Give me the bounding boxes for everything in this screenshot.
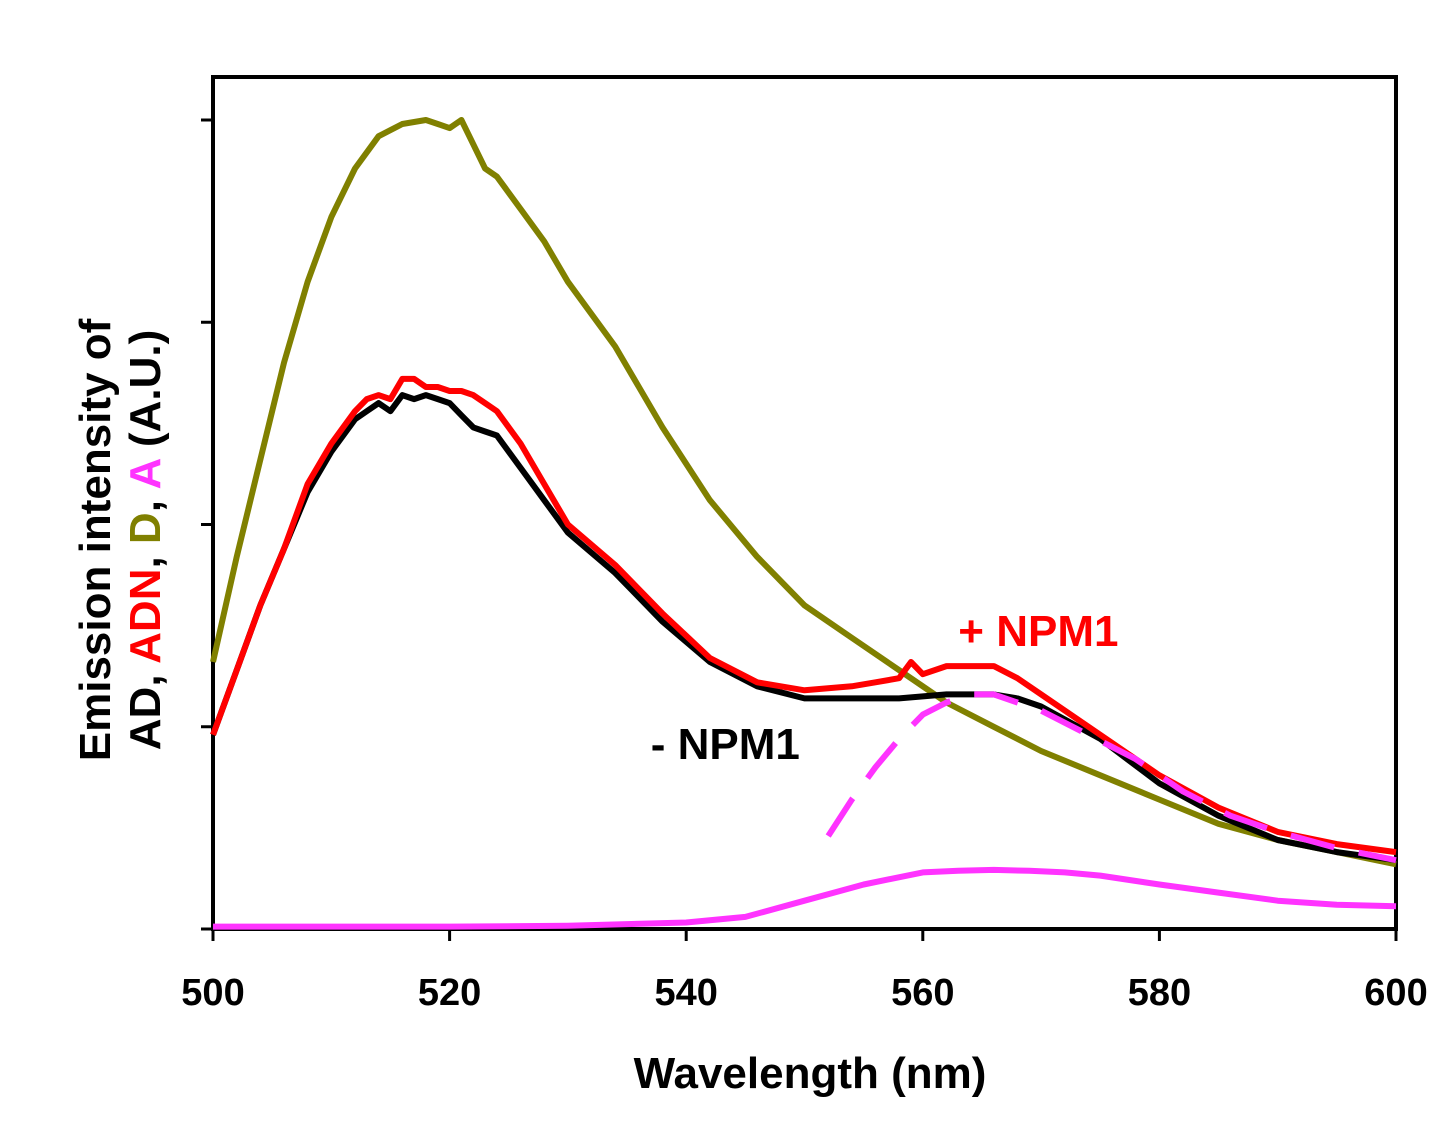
x-tick-label-540: 540 (654, 972, 717, 1014)
x-axis-title: Wavelength (nm) (634, 1049, 987, 1098)
x-tick-label-580: 580 (1128, 972, 1191, 1014)
y-axis-title-part-2: , (121, 544, 170, 568)
y-axis-title-part-1: ADN (121, 569, 170, 664)
x-tick-label-560: 560 (891, 972, 954, 1014)
y-ticks (201, 118, 213, 931)
series-adn-line (210, 375, 1397, 856)
series-ad-line (210, 392, 1397, 864)
series-layer (210, 117, 1397, 930)
annotation-minus-npm1: - NPM1 (651, 720, 800, 769)
y-axis-title-part-0: AD, (121, 664, 170, 750)
y-axis-title-part-4: , (121, 489, 170, 512)
y-axis-title-line1: Emission intensity of (71, 318, 120, 761)
y-axis-title-part-5: A (121, 458, 170, 489)
x-tick-label-520: 520 (418, 972, 481, 1014)
series-a-line (213, 866, 1397, 930)
x-tick-label-500: 500 (181, 972, 244, 1014)
annotations: + NPM1 - NPM1 (651, 607, 1119, 769)
y-axis-title-line2: AD, ADN, D, A (A.U.) (121, 330, 170, 750)
annotation-plus-npm1: + NPM1 (958, 607, 1118, 656)
series-d-line (210, 117, 1397, 868)
y-axis-title-part-6: (A.U.) (121, 330, 170, 460)
y-axis-title-part-3: D (121, 512, 170, 544)
plot-area (211, 75, 1398, 931)
x-tick-label-600: 600 (1364, 972, 1427, 1014)
x-ticks: 500 520 540 560 580 600 (181, 929, 1428, 1014)
series-adn-dashed-line (825, 691, 1397, 864)
